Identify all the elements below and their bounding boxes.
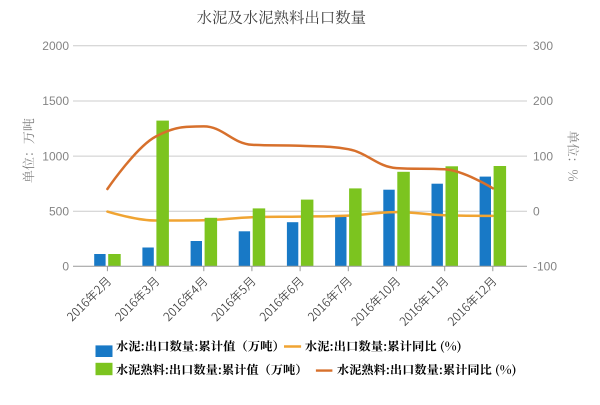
svg-text:100: 100 bbox=[533, 149, 553, 163]
svg-text:500: 500 bbox=[49, 205, 69, 219]
svg-text:1000: 1000 bbox=[42, 149, 69, 163]
svg-text:300: 300 bbox=[533, 39, 553, 53]
svg-text:0: 0 bbox=[533, 205, 540, 219]
svg-text:1500: 1500 bbox=[42, 94, 69, 108]
svg-text:2000: 2000 bbox=[42, 39, 69, 53]
svg-text:-100: -100 bbox=[533, 259, 557, 273]
svg-text:200: 200 bbox=[533, 94, 553, 108]
svg-text:0: 0 bbox=[62, 259, 69, 273]
